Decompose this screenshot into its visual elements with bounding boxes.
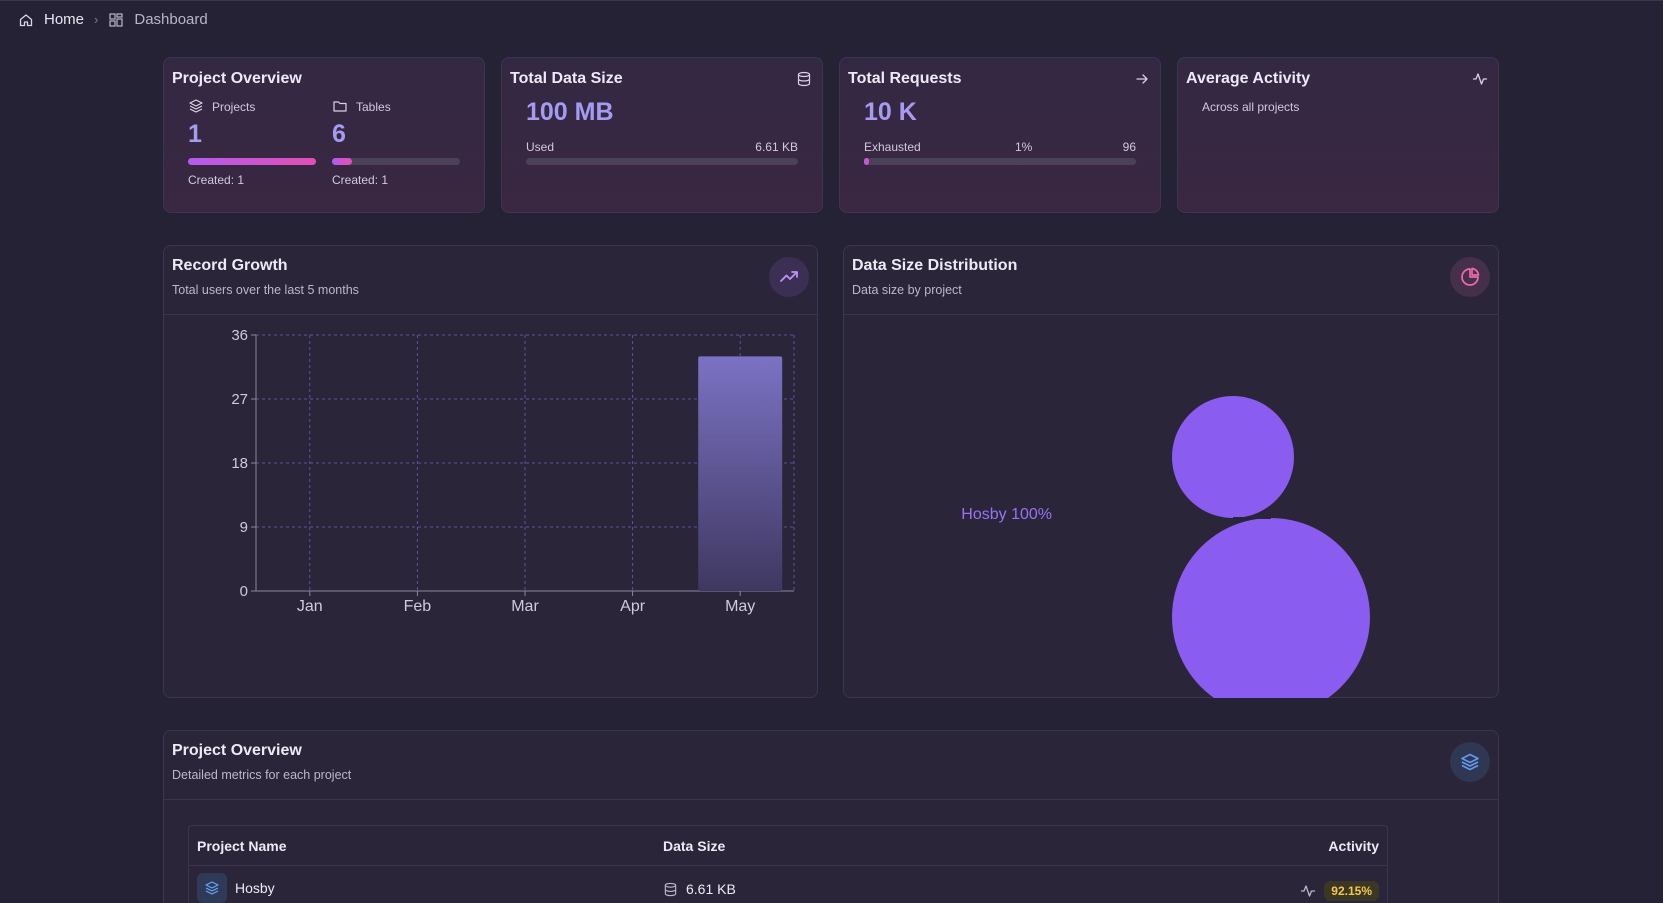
breadcrumb: Home › Dashboard <box>0 0 1663 38</box>
y-tick-label: 18 <box>231 455 248 472</box>
trending-up-button[interactable] <box>769 257 809 297</box>
panel-title: Record Growth <box>172 257 288 274</box>
projects-label: Projects <box>212 100 256 114</box>
layers-icon <box>189 99 203 113</box>
column-header-data-size[interactable]: Data Size <box>663 838 726 854</box>
data-size-limit: 100 MB <box>526 98 614 126</box>
projects-created: Created: 1 <box>188 173 245 187</box>
activity-badge: 92.15% <box>1324 881 1379 901</box>
tables-label: Tables <box>356 100 391 114</box>
tables-created: Created: 1 <box>332 173 389 187</box>
data-size-distribution-chart: Hosby 100% <box>961 396 1370 698</box>
requests-count: 96 <box>1122 140 1136 154</box>
y-tick-label: 36 <box>231 327 248 344</box>
panel-subtitle: Detailed metrics for each project <box>172 768 352 782</box>
pie-chart-icon <box>1461 267 1480 286</box>
total-data-size-card: Total Data Size 100 MB Used 6.61 KB <box>501 57 823 213</box>
panel-divider <box>164 314 817 315</box>
requests-progress-fill <box>864 158 870 165</box>
layers-button[interactable] <box>1450 742 1490 782</box>
panel-title: Project Overview <box>172 742 302 759</box>
trending-up-icon <box>780 271 798 282</box>
activity-cell: 92.15% <box>1300 881 1379 901</box>
column-header-activity[interactable]: Activity <box>1328 838 1379 854</box>
activity-icon <box>1472 73 1488 85</box>
exhausted-percent: 1% <box>1015 140 1033 154</box>
tables-progress-fill <box>332 158 353 165</box>
breadcrumb-home-label: Home <box>44 11 85 28</box>
database-icon <box>664 882 677 896</box>
average-activity-card: Average Activity Across all projects <box>1177 57 1499 213</box>
panel-title: Data Size Distribution <box>852 257 1018 274</box>
table-divider <box>189 865 1387 866</box>
y-tick-label: 9 <box>240 519 248 536</box>
database-icon <box>797 71 811 87</box>
layers-icon <box>205 881 219 895</box>
data-size-cell: 6.61 KB <box>663 881 736 897</box>
used-label: Used <box>526 140 555 154</box>
table-row[interactable]: Hosby <box>197 873 275 903</box>
x-tick-label: Apr <box>620 598 646 615</box>
projects-count: 1 <box>188 120 202 148</box>
tables-progress <box>332 158 460 165</box>
project-overview-card: Project Overview Projects 1 Created: 1 T… <box>163 57 485 213</box>
layers-icon <box>1461 753 1479 771</box>
home-icon <box>19 13 33 26</box>
chevron-right-icon: › <box>94 12 99 27</box>
data-size-value: 6.61 KB <box>686 881 736 897</box>
used-value: 6.61 KB <box>755 140 798 154</box>
x-tick-label: Feb <box>404 598 432 615</box>
project-name: Hosby <box>235 880 275 896</box>
bar[interactable] <box>698 356 783 591</box>
projects-progress-fill <box>188 158 316 165</box>
panel-subtitle: Data size by project <box>852 283 962 297</box>
requests-limit: 10 K <box>864 98 917 126</box>
panel-divider <box>844 314 1498 315</box>
x-tick-label: Jan <box>297 598 323 615</box>
activity-subtitle: Across all projects <box>1202 100 1300 114</box>
data-size-progress <box>526 158 798 165</box>
projects-progress <box>188 158 316 165</box>
total-requests-card: Total Requests 10 K Exhausted 1% 96 <box>839 57 1161 213</box>
project-icon <box>197 873 227 903</box>
project-table-panel: Project Overview Detailed metrics for ea… <box>163 730 1499 903</box>
data-size-distribution-panel: Data Size Distribution Data size by proj… <box>843 245 1499 698</box>
panel-divider <box>164 799 1498 800</box>
folder-icon <box>333 101 347 112</box>
panel-subtitle: Total users over the last 5 months <box>172 283 359 297</box>
activity-icon <box>1301 885 1316 897</box>
record-growth-chart: 36 27 18 9 0 Jan Feb Mar Apr May <box>231 327 795 615</box>
project-table: Project Name Data Size Activity Hosby 6.… <box>188 825 1388 903</box>
slice-label: Hosby 100% <box>961 506 1052 523</box>
breadcrumb-dashboard[interactable]: Dashboard <box>108 11 208 28</box>
y-tick-label: 27 <box>231 391 248 408</box>
pie-slice[interactable] <box>1171 396 1370 698</box>
card-title: Total Requests <box>848 70 962 87</box>
tables-count: 6 <box>332 120 346 148</box>
breadcrumb-dashboard-label: Dashboard <box>134 11 208 28</box>
card-title: Project Overview <box>172 70 302 87</box>
exhausted-label: Exhausted <box>864 140 921 154</box>
dashboard-icon <box>109 12 123 27</box>
card-title: Total Data Size <box>510 70 623 87</box>
arrow-right-icon[interactable] <box>1134 71 1150 87</box>
x-tick-label: Mar <box>511 598 539 615</box>
breadcrumb-home[interactable]: Home <box>18 11 84 28</box>
x-tick-label: May <box>725 598 755 615</box>
requests-progress <box>864 158 1136 165</box>
y-tick-label: 0 <box>240 583 248 600</box>
pie-chart-button[interactable] <box>1450 257 1490 297</box>
column-header-project-name[interactable]: Project Name <box>197 838 287 854</box>
record-growth-panel: Record Growth Total users over the last … <box>163 245 818 698</box>
card-title: Average Activity <box>1186 70 1311 87</box>
